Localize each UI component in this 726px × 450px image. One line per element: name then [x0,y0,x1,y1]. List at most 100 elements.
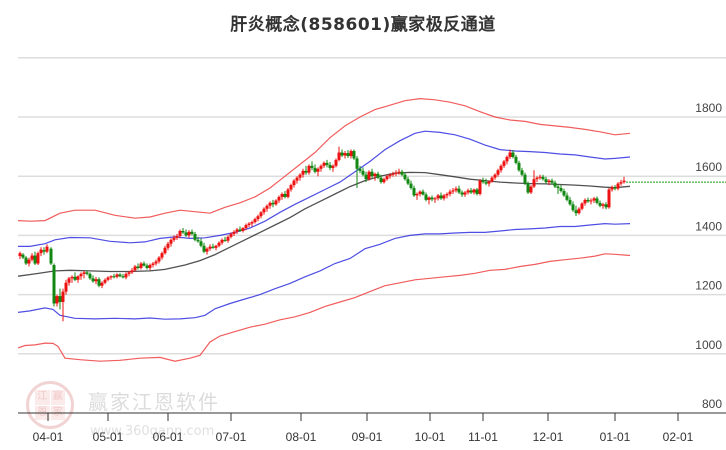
candle-down [52,265,56,304]
candle-up [274,200,278,205]
candle-down [223,239,227,241]
candle-down [190,231,194,234]
candle-down [24,257,28,264]
candle-down [400,171,404,175]
candle-up [298,174,302,178]
candle-down [412,188,416,196]
candle-up [394,172,398,174]
candle-down [340,152,344,156]
chart-title: 肝炎概念(858601)赢家极反通道 [230,15,496,35]
candle-up [259,212,263,217]
candle-down [613,187,617,189]
candle-up [160,253,164,258]
y-tick-label: 1400 [695,219,722,233]
candle-down [571,204,575,211]
watermark-logo-char: 赢 [50,390,65,405]
candle-up [169,239,173,244]
candle-up [505,156,509,162]
candle-down [424,194,428,200]
candle-down [559,188,563,191]
x-tick-label: 06-01 [153,430,184,444]
candle-up [349,151,353,157]
candle-up [337,152,341,160]
candle-up [109,276,113,278]
candle-up [382,179,386,183]
y-tick-label: 1800 [695,101,722,115]
candle-up [166,243,170,248]
candle-down [511,152,515,157]
band-lower_inner [17,222,631,320]
candle-up [289,185,293,190]
candle-up [622,180,626,183]
candle-up [610,187,614,190]
x-tick-label: 02-01 [663,430,694,444]
candle-down [355,158,359,169]
candle-up [385,176,389,180]
candle-up [67,278,71,283]
candle-up [106,277,110,280]
candle-down [595,198,599,203]
candle-up [208,246,212,249]
candle-up [103,279,107,283]
candle-down [439,195,443,199]
candle-up [148,265,152,268]
candle-down [181,230,185,233]
candle-up [241,228,245,231]
grid-lines [18,57,726,355]
candle-down [49,248,53,264]
candle-up [277,196,281,201]
y-tick-label: 1000 [695,338,722,352]
candle-up [45,246,49,252]
candle-down [574,210,578,214]
candle-down [562,191,566,196]
candle-down [481,180,485,183]
band-upper_inner [18,130,631,247]
candle-up [262,208,266,213]
candle-up [442,195,446,199]
candle-down [121,276,125,278]
candle-up [295,177,299,181]
candle-up [547,180,551,183]
candle-down [586,199,590,202]
candle-up [436,195,440,199]
candle-up [187,231,191,236]
y-tick-label: 1200 [695,279,722,293]
candle-down [193,233,197,240]
candle-down [112,276,116,278]
candle-up [487,181,491,184]
candle-down [526,183,530,193]
candle-down [199,241,203,246]
candle-down [520,170,524,175]
x-tick-label: 10-01 [415,430,446,444]
band-mid [17,171,631,277]
candle-up [214,245,218,248]
candle-up [247,223,251,226]
candle-up [265,205,269,209]
candle-up [316,168,320,172]
candle-down [196,239,200,242]
candle-up [601,204,605,206]
y-tick-label: 1600 [695,160,722,174]
candle-up [493,174,497,178]
y-tick-label: 800 [702,397,722,411]
candle-down [310,165,314,168]
candle-down [58,296,62,302]
candle-down [328,164,332,168]
candle-up [229,233,233,237]
watermark-logo-icon: 江 赢 恩 家 [26,381,74,429]
candle-down [361,170,365,175]
candle-up [133,266,137,271]
candle-down [406,179,410,184]
x-tick-label: 09-01 [352,430,383,444]
candle-up [334,159,338,166]
candle-up [226,236,230,241]
candle-up [502,161,506,166]
candle-up [454,188,458,191]
candle-up [472,189,476,193]
candle-up [616,183,620,189]
candles [18,146,626,322]
candle-up [154,261,158,264]
candle-up [18,253,22,257]
candle-up [256,216,260,220]
